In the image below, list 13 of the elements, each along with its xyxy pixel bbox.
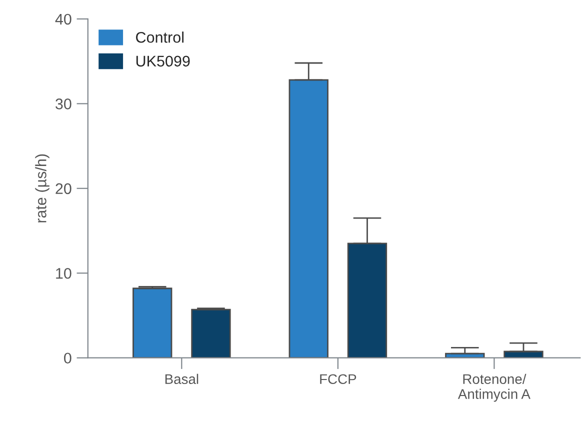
y-tick-label: 10 (56, 268, 72, 279)
y-tick-label: 40 (55, 14, 72, 25)
y-tick-label: 20 (56, 183, 72, 194)
x-tick-label: FCCP (320, 374, 356, 384)
legend-label: UK5099 (136, 56, 190, 67)
y-tick-label: 0 (64, 352, 72, 364)
y-axis-title: rate (µs/h) (35, 154, 50, 222)
y-tick-label: 30 (56, 98, 72, 110)
bar (132, 288, 172, 358)
legend-label: Control (136, 32, 184, 43)
x-tick-label: Basal (165, 374, 198, 384)
bar (191, 308, 231, 358)
x-tick-label: Rotenone/ Antimycin A (458, 374, 530, 402)
